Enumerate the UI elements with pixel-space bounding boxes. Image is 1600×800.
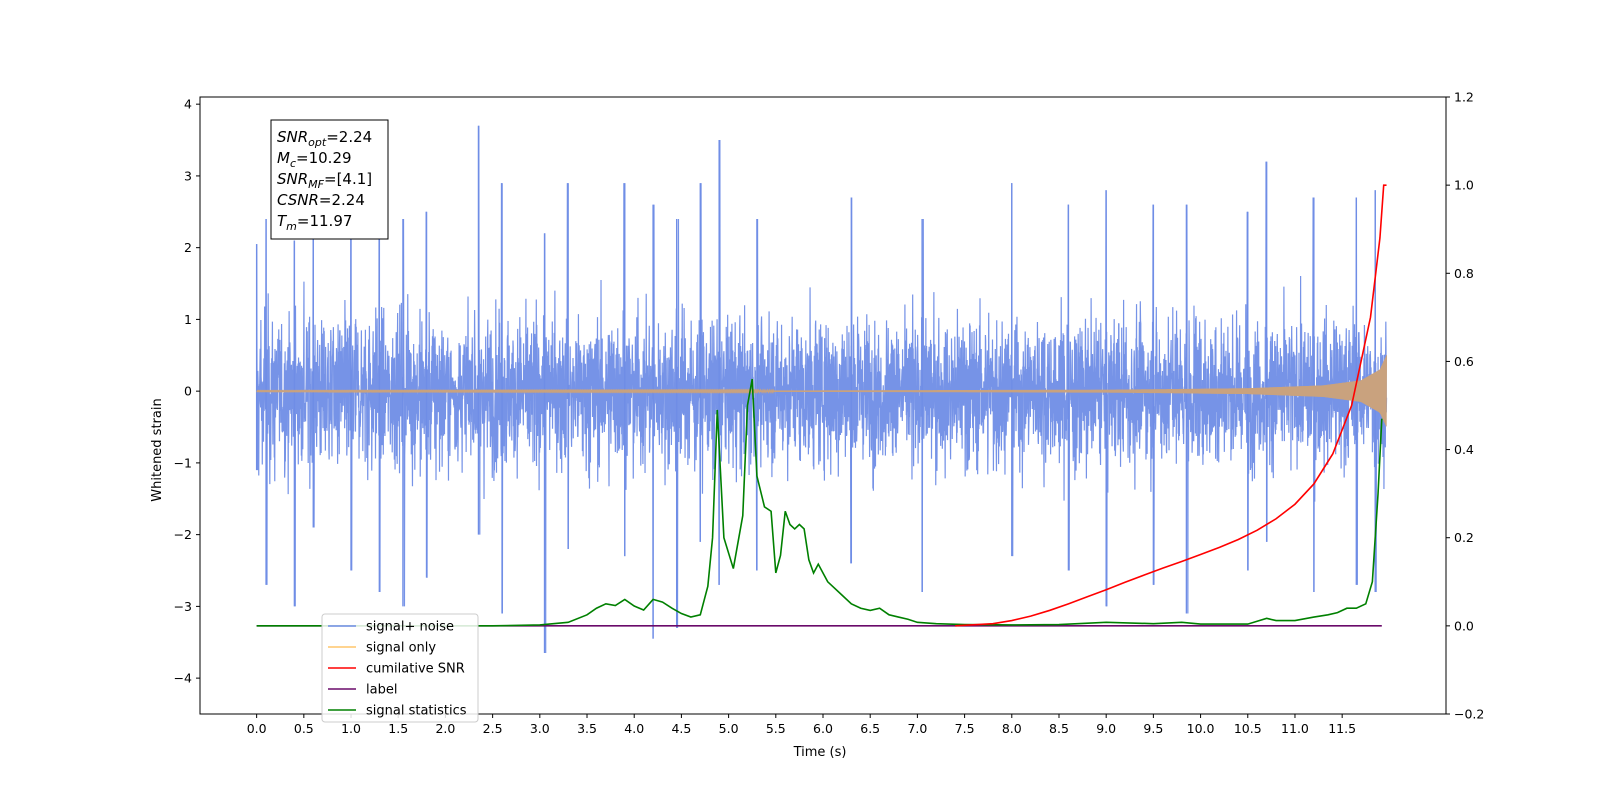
x-tick-label: 1.5 [388,721,408,736]
y-tick-label: −3 [174,599,192,614]
annotation-line: SNRopt=2.24 [277,128,372,149]
x-tick-label: 5.5 [766,721,786,736]
legend-label: cumilative SNR [366,662,465,677]
signal-statistics-line [256,378,1383,627]
legend-label: signal only [366,641,436,656]
x-tick-label: 4.0 [624,721,644,736]
y2-tick-label: 1.0 [1454,178,1474,193]
x-tick-label: 0.0 [247,721,267,736]
annotation-frame [270,119,389,240]
x-tick-label: 10.0 [1187,721,1215,736]
y-tick-label: 0 [184,384,192,399]
x-tick-label: 6.5 [860,721,880,736]
x-tick-label: 8.5 [1049,721,1069,736]
legend: signal+ noise signal only cumilative SNR la… [321,613,479,723]
y-tick-label: −1 [174,455,192,470]
y-tick-label: 4 [184,97,192,112]
x-tick-label: 11.5 [1328,721,1356,736]
x-tick-label: 2.5 [483,721,503,736]
x-tick-label: 2.0 [435,721,455,736]
legend-frame [321,613,479,723]
y-tick-label: −4 [174,671,192,686]
y2-tick-label: 0.8 [1454,266,1474,281]
legend-label: signal statistics [366,704,467,719]
x-tick-label: 5.0 [719,721,739,736]
y2-axis-ticks: 1.2 1.0 0.8 0.6 0.4 0.2 0.0 −0.2 [1446,90,1484,722]
x-tick-label: 3.5 [577,721,597,736]
y-tick-label: −2 [174,527,192,542]
x-tick-label: 11.0 [1281,721,1309,736]
x-tick-label: 6.0 [813,721,833,736]
cumilative-snr-line [955,184,1387,627]
x-tick-label: 10.5 [1234,721,1262,736]
signal-noise-line [256,125,1388,654]
x-tick-label: 7.5 [955,721,975,736]
series-signal-statistics [256,378,1383,627]
y-tick-label: 2 [184,240,192,255]
x-tick-label: 3.0 [530,721,550,736]
y-axis-ticks: 4 3 2 1 0 −1 −2 −3 −4 [174,97,200,686]
y2-tick-label: 0.0 [1454,618,1474,633]
y2-tick-label: 1.2 [1454,90,1474,105]
x-tick-label: 9.5 [1143,721,1163,736]
series-signal-noise [255,125,1388,654]
x-tick-label: 7.0 [907,721,927,736]
signal-only-line [256,355,1388,427]
signal-only-envelope [1200,357,1387,428]
x-axis-label: Time (s) [793,745,847,760]
x-tick-label: 4.5 [671,721,691,736]
annotation-line: Mc=10.29 [277,149,352,170]
y-axis-label: Whitened strain [150,398,165,501]
x-tick-label: 1.0 [341,721,361,736]
y-tick-label: 1 [184,312,192,327]
y2-tick-label: 0.6 [1454,354,1474,369]
x-tick-label: 0.5 [294,721,314,736]
y2-tick-label: −0.2 [1454,707,1484,722]
annotation-line: SNRMF=[4.1] [277,170,372,191]
y-tick-label: 3 [184,168,192,183]
annotation-line: Tm=11.97 [277,212,352,233]
series-signal-only [256,355,1388,428]
y2-tick-label: 0.4 [1454,442,1474,457]
x-tick-label: 9.0 [1096,721,1116,736]
y2-tick-label: 0.2 [1454,530,1474,545]
annotation-line: CSNR=2.24 [277,191,365,209]
legend-label: label [366,683,397,698]
x-tick-label: 8.0 [1002,721,1022,736]
series-cumilative-snr [955,184,1387,627]
x-axis-ticks: 0.0 0.5 1.0 1.5 2.0 2.5 3.0 3.5 4.0 4.5 5.0 5.5 6.0 6… [247,714,1356,736]
legend-label: signal+ noise [366,620,454,635]
